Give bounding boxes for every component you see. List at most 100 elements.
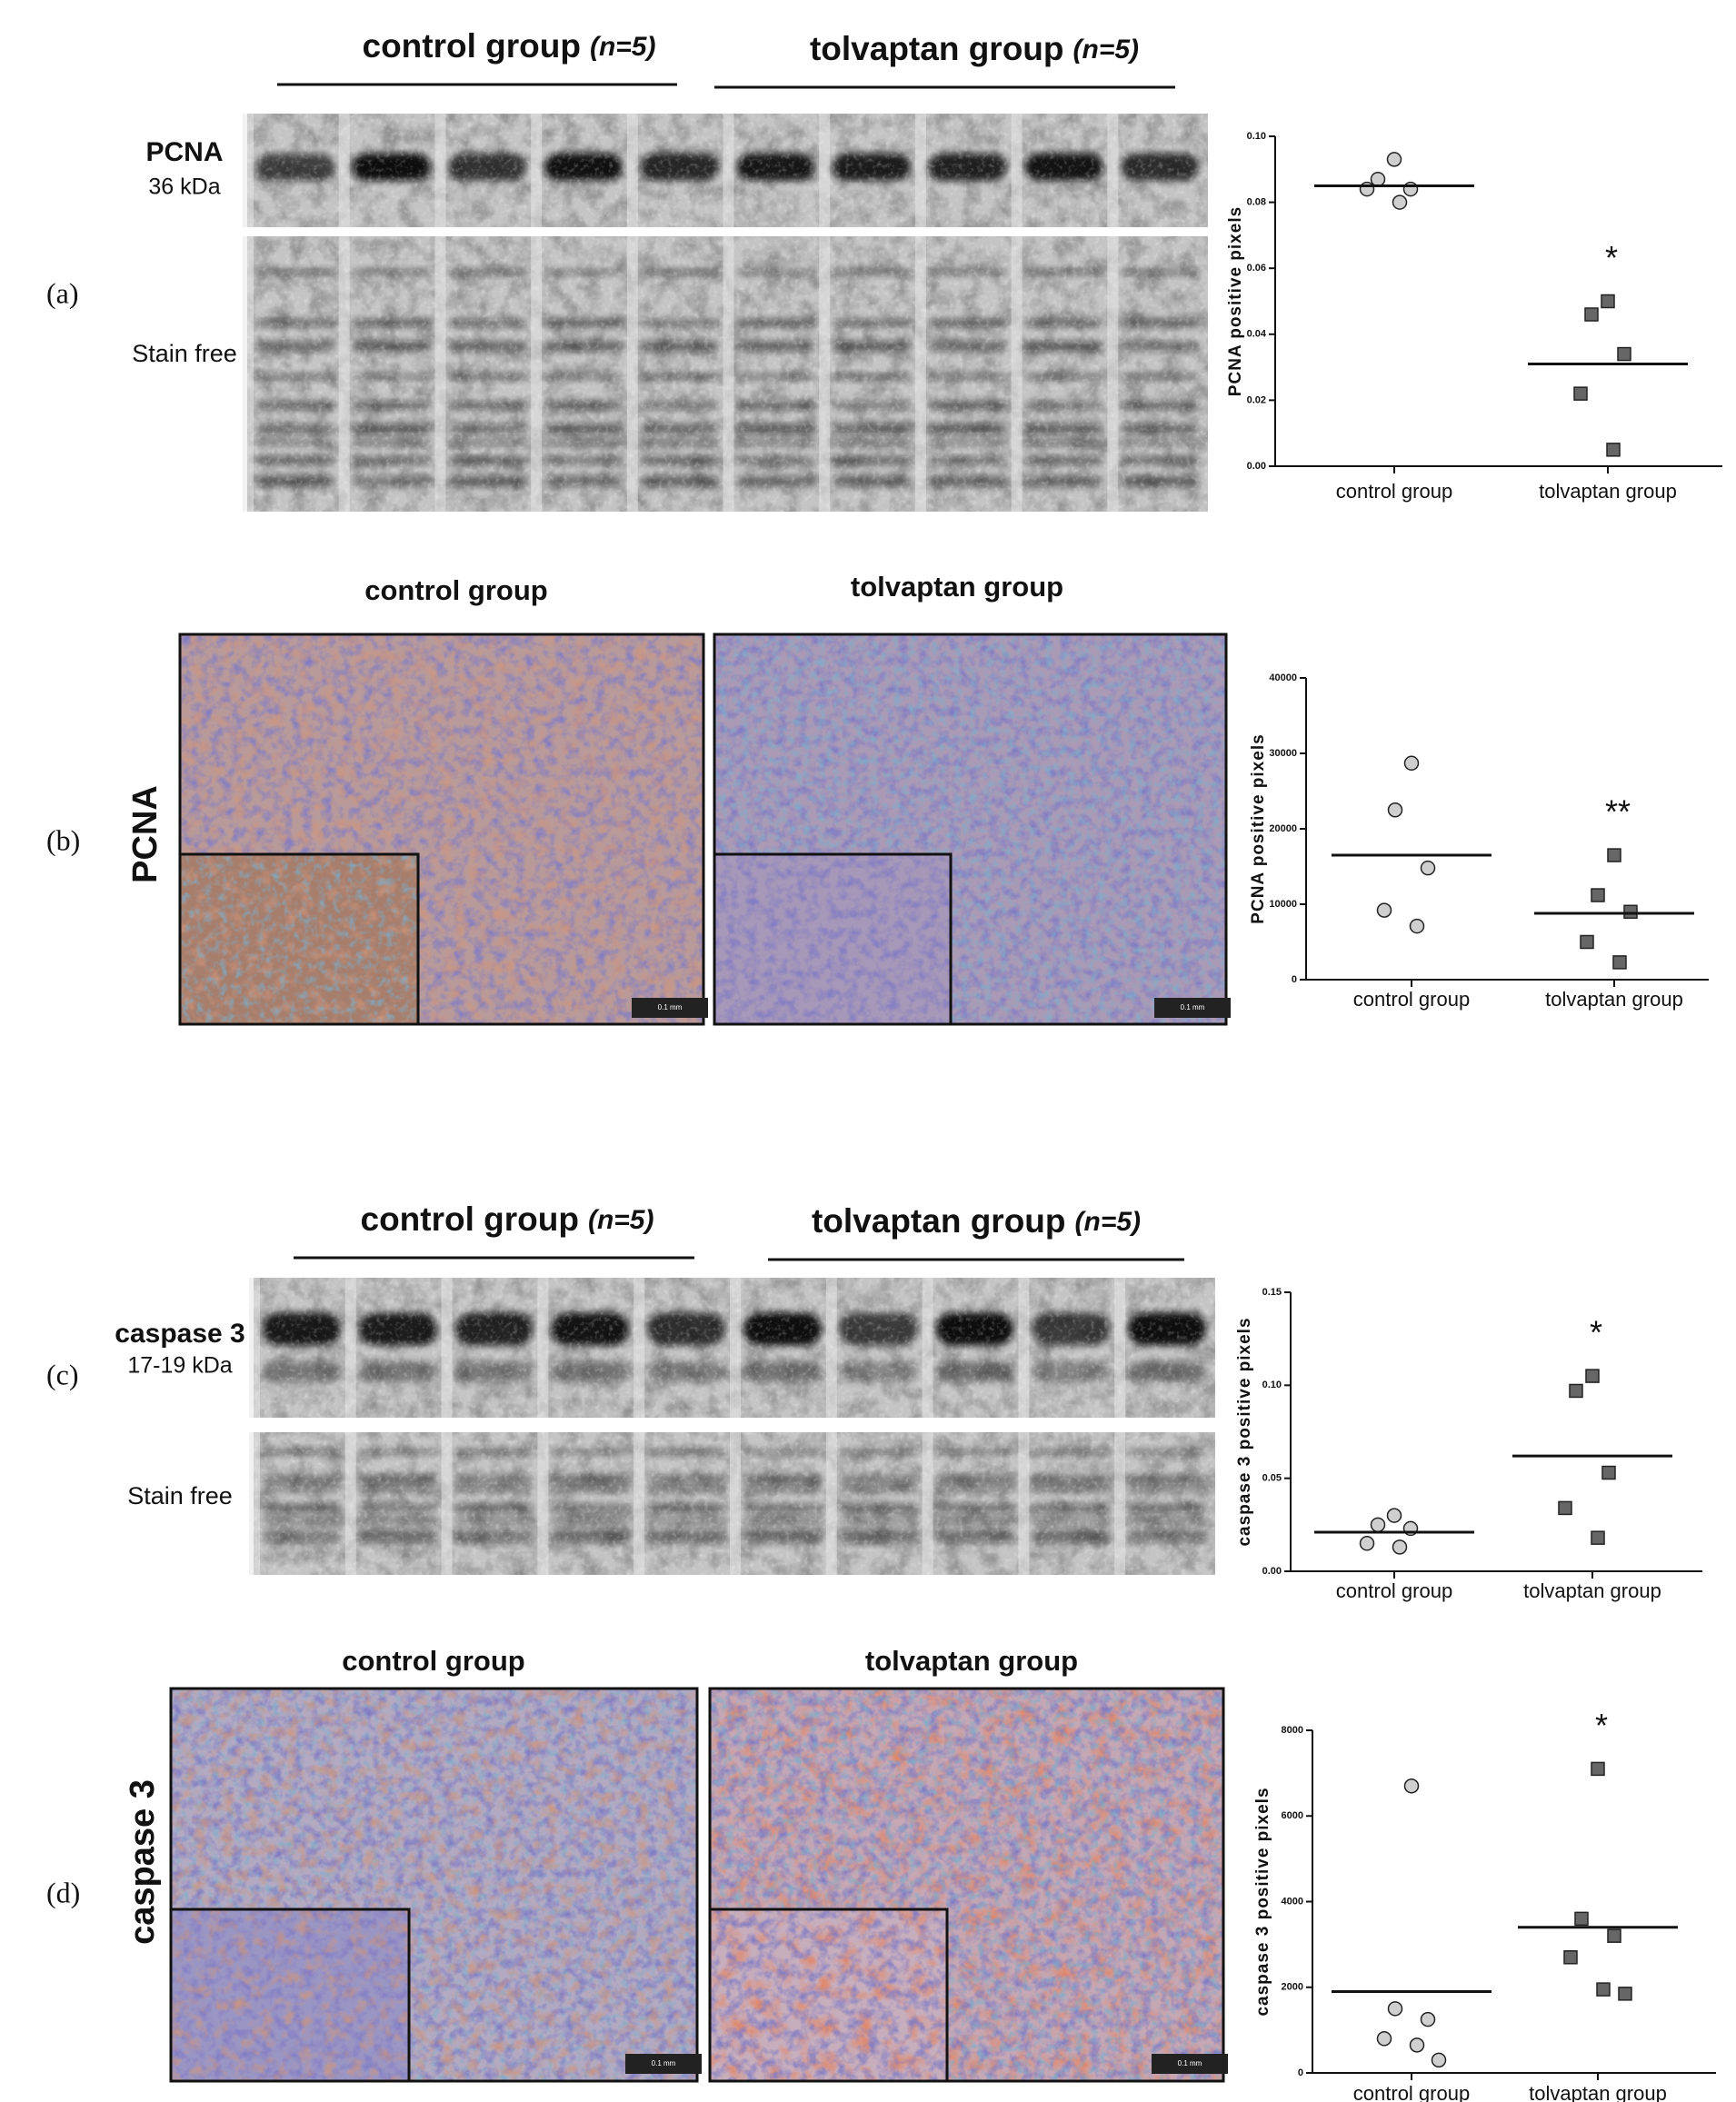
group-header: tolvaptan group — [851, 571, 1063, 603]
group-header: control group — [342, 1645, 524, 1677]
y-tick-label: 40000 — [1269, 672, 1297, 683]
western-blot — [249, 1278, 1215, 1418]
y-tick-label: 30000 — [1269, 748, 1297, 759]
scale-bar-label: 0.1 mm — [658, 1003, 683, 1011]
data-point — [1623, 904, 1638, 920]
data-point — [1607, 1928, 1621, 1943]
data-point — [1596, 1982, 1611, 1997]
group-name: tolvaptan group — [810, 30, 1064, 67]
data-point — [1386, 1508, 1402, 1523]
blot-speckle — [254, 1432, 1215, 1575]
western-blot — [249, 1432, 1215, 1575]
y-axis-label: PCNA positive pixels — [1249, 733, 1268, 923]
histology-image: 0.1 mm — [178, 633, 708, 1026]
data-point — [1601, 294, 1615, 309]
data-point — [1376, 2031, 1392, 2047]
stain-label: PCNA — [126, 785, 165, 883]
y-tick-label: 4000 — [1282, 1896, 1303, 1907]
significance-mark: ** — [1605, 793, 1631, 831]
y-tick-label: 0.04 — [1247, 329, 1267, 340]
y-axis-label: caspase 3 positive pixels — [1253, 1787, 1272, 2016]
data-point — [1612, 955, 1627, 970]
group-header: control group (n=5) — [361, 1200, 654, 1238]
data-point — [1591, 1761, 1605, 1777]
data-point — [1420, 860, 1436, 876]
image-border — [178, 633, 705, 1026]
panel-label: (c) — [46, 1358, 79, 1390]
scale-bar-label: 0.1 mm — [1181, 1003, 1205, 1011]
panel-label: (a) — [46, 276, 79, 309]
data-point — [1601, 1465, 1616, 1480]
x-tick-label: control group — [1336, 480, 1452, 503]
scale-bar-box — [632, 998, 708, 1018]
group-n: (n=5) — [1073, 35, 1140, 65]
y-axis-label: caspase 3 positive pixels — [1235, 1317, 1254, 1546]
group-name: tolvaptan group — [812, 1202, 1066, 1240]
scale-bar-box — [625, 2054, 702, 2074]
y-tick-label: 0.15 — [1262, 1287, 1282, 1298]
blot-speckle — [254, 1278, 1215, 1418]
image-border — [708, 1687, 1225, 2083]
data-point — [1370, 171, 1386, 187]
data-point — [1573, 386, 1588, 401]
inset-border — [713, 852, 953, 1026]
group-header: tolvaptan group — [865, 1645, 1078, 1677]
y-tick-label: 0.00 — [1262, 1566, 1282, 1577]
data-point — [1584, 307, 1599, 322]
data-point — [1376, 902, 1392, 918]
y-tick-label: 0.10 — [1262, 1380, 1282, 1390]
data-point — [1607, 848, 1621, 862]
data-point — [1591, 1530, 1605, 1545]
y-tick-label: 20000 — [1269, 823, 1297, 834]
data-point — [1392, 1539, 1408, 1555]
group-name: control group — [363, 27, 581, 65]
y-tick-label: 2000 — [1282, 1982, 1303, 1993]
weight-label: 36 kDa — [148, 174, 220, 200]
y-axis-label: PCNA positive pixels — [1226, 206, 1245, 396]
x-tick-label: tolvaptan group — [1529, 2082, 1667, 2102]
inset-border — [708, 1908, 949, 2083]
group-name: control group — [361, 1200, 579, 1238]
data-point — [1402, 181, 1419, 197]
stain-label: caspase 3 — [124, 1779, 162, 1945]
significance-mark: * — [1590, 1314, 1602, 1351]
histology-image: 0.1 mm — [169, 1687, 702, 2083]
data-point — [1392, 194, 1408, 210]
data-point — [1409, 2037, 1425, 2053]
group-header: tolvaptan group (n=5) — [812, 1202, 1141, 1240]
blot-speckle — [247, 236, 1208, 512]
group-n: (n=5) — [590, 32, 656, 62]
data-point — [1563, 1950, 1578, 1965]
y-tick-label: 0 — [1298, 2067, 1303, 2078]
y-tick-label: 0.02 — [1247, 394, 1266, 405]
y-tick-label: 0.06 — [1247, 263, 1266, 274]
data-point — [1569, 1383, 1583, 1399]
x-tick-label: tolvaptan group — [1545, 988, 1683, 1011]
western-blot — [243, 236, 1208, 512]
data-point — [1617, 346, 1631, 362]
y-tick-label: 0.10 — [1247, 131, 1266, 142]
scale-bar-label: 0.1 mm — [1178, 2059, 1202, 2067]
x-tick-label: tolvaptan group — [1523, 1579, 1661, 1602]
panel-label: (b) — [46, 823, 80, 856]
group-header: control group (n=5) — [363, 27, 656, 65]
inset-texture — [171, 1909, 409, 2081]
loading-label: Stain free — [127, 1482, 233, 1509]
inset-border — [178, 852, 420, 1026]
data-point — [1409, 918, 1425, 934]
scale-bar-box — [1152, 2054, 1228, 2074]
inset-texture — [180, 854, 418, 1024]
blot-speckle — [247, 114, 1208, 227]
histology-image: 0.1 mm — [708, 1687, 1228, 2083]
weight-label: 17-19 kDa — [127, 1353, 232, 1379]
group-header: tolvaptan group (n=5) — [810, 30, 1139, 67]
data-point — [1606, 443, 1621, 457]
loading-label: Stain free — [132, 340, 237, 367]
panel-label: (d) — [46, 1876, 80, 1908]
data-point — [1359, 181, 1375, 197]
data-point — [1591, 888, 1605, 902]
image-border — [713, 633, 1228, 1026]
y-tick-label: 0.08 — [1247, 197, 1266, 208]
